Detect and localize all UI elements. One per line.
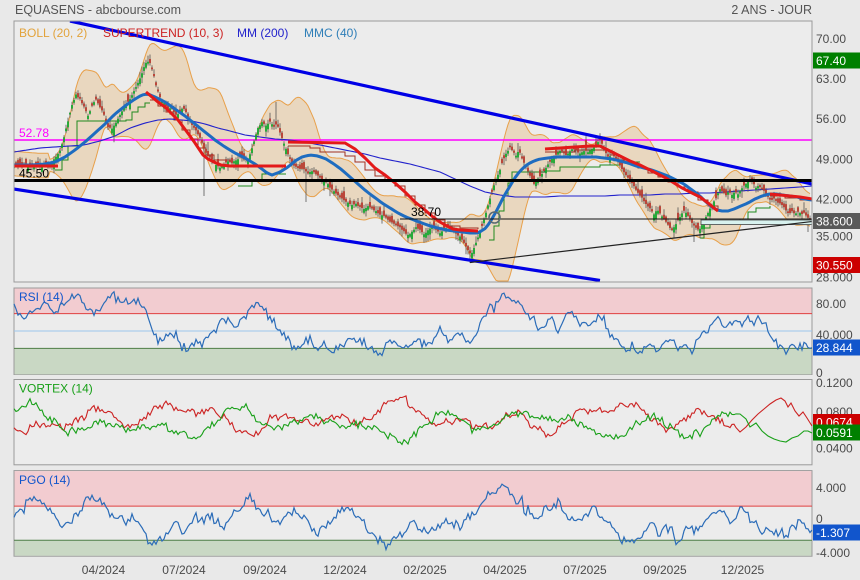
svg-text:04/2025: 04/2025 [483,563,527,577]
svg-text:07/2024: 07/2024 [162,563,206,577]
svg-text:63.00: 63.00 [816,72,846,86]
svg-text:30.550: 30.550 [816,259,853,273]
svg-text:80.00: 80.00 [816,297,846,311]
svg-text:0.0591: 0.0591 [816,426,853,440]
svg-text:49.000: 49.000 [816,152,853,166]
svg-text:0: 0 [816,366,823,380]
svg-text:56.00: 56.00 [816,112,846,126]
svg-text:42.000: 42.000 [816,193,853,207]
svg-text:EQUASENS - abcbourse.com: EQUASENS - abcbourse.com [15,3,181,17]
svg-text:SUPERTREND (10, 3): SUPERTREND (10, 3) [103,26,223,40]
svg-text:28.844: 28.844 [816,341,853,355]
svg-text:4.000: 4.000 [816,481,846,495]
svg-text:0.1200: 0.1200 [816,376,853,390]
svg-text:VORTEX (14): VORTEX (14) [19,382,93,396]
svg-text:35.000: 35.000 [816,230,853,244]
svg-text:70.00: 70.00 [816,32,846,46]
svg-text:PGO (14): PGO (14) [19,473,70,487]
svg-text:MM (200): MM (200) [237,26,288,40]
svg-text:-4.000: -4.000 [816,546,850,560]
svg-text:-1.307: -1.307 [816,526,850,540]
svg-text:67.40: 67.40 [816,54,846,68]
svg-text:38.600: 38.600 [816,215,853,229]
svg-text:09/2025: 09/2025 [643,563,687,577]
svg-text:12/2024: 12/2024 [323,563,367,577]
svg-text:38.70: 38.70 [411,205,441,219]
svg-text:02/2025: 02/2025 [403,563,447,577]
svg-text:12/2025: 12/2025 [721,563,765,577]
svg-text:07/2025: 07/2025 [563,563,607,577]
svg-text:28.000: 28.000 [816,271,853,285]
svg-text:0: 0 [816,512,823,526]
svg-text:52.78: 52.78 [19,126,49,140]
svg-text:04/2024: 04/2024 [82,563,126,577]
svg-text:45.50: 45.50 [19,167,49,181]
svg-text:0.0400: 0.0400 [816,442,853,456]
svg-text:RSI (14): RSI (14) [19,290,64,304]
svg-text:40.000: 40.000 [816,328,853,342]
svg-text:09/2024: 09/2024 [243,563,287,577]
svg-text:BOLL (20, 2): BOLL (20, 2) [19,26,87,40]
svg-text:2 ANS - JOUR: 2 ANS - JOUR [731,3,812,17]
svg-text:MMC (40): MMC (40) [304,26,357,40]
